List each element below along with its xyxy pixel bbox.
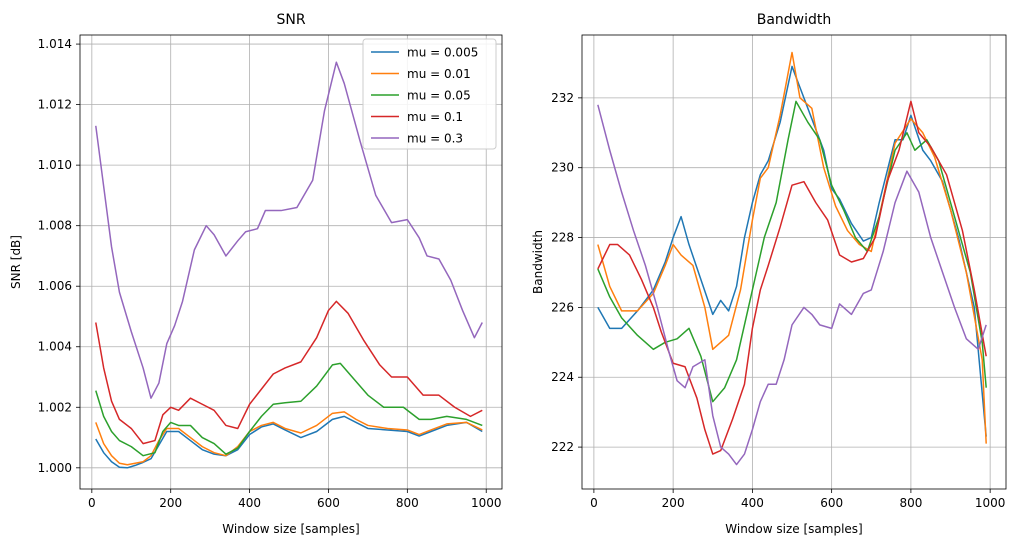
bw-ylabel: Bandwidth <box>531 230 545 294</box>
snr-title: SNR <box>276 12 305 28</box>
bw-series-line-5 <box>597 104 987 466</box>
bw-ytick-label: 228 <box>551 231 574 245</box>
bw-series-line-3 <box>597 100 987 403</box>
snr-xtick-label: 800 <box>396 496 419 510</box>
bw-title: Bandwidth <box>757 12 832 28</box>
snr-legend-label-3: mu = 0.05 <box>407 89 471 103</box>
snr-legend: mu = 0.005 mu = 0.01 mu = 0.05 mu = 0.1 mu =… <box>362 38 497 150</box>
bw-xtick-label: 200 <box>662 496 685 510</box>
snr-ylabel: SNR [dB] <box>9 235 23 289</box>
snr-xtick-label: 400 <box>238 496 261 510</box>
snr-ytick-label: 1.004 <box>38 340 72 354</box>
snr-xtick-label: 0 <box>88 496 96 510</box>
bw-axes-frame <box>581 34 1007 490</box>
snr-legend-label-1: mu = 0.005 <box>407 46 478 60</box>
bw-ytick-label: 226 <box>551 300 574 314</box>
bw-ytick-label: 222 <box>551 440 574 454</box>
snr-xtick-label: 1000 <box>471 496 502 510</box>
snr-ytick-label: 1.014 <box>38 37 72 51</box>
bw-series-line-1 <box>597 65 987 437</box>
snr-ytick-label: 1.002 <box>38 400 72 414</box>
bw-xtick-label: 1000 <box>975 496 1006 510</box>
bw-xtick-label: 0 <box>590 496 598 510</box>
snr-xtick-label: 200 <box>159 496 182 510</box>
snr-xtick-label: 600 <box>317 496 340 510</box>
snr-legend-label-5: mu = 0.3 <box>407 132 463 146</box>
snr-ytick-label: 1.000 <box>38 461 72 475</box>
bw-ytick-label: 232 <box>551 91 574 105</box>
bw-series-line-2 <box>597 51 987 444</box>
snr-xlabel: Window size [samples] <box>222 522 359 536</box>
bw-xtick-label: 400 <box>741 496 764 510</box>
snr-series-line-5 <box>95 61 483 399</box>
snr-axes-frame <box>79 34 503 490</box>
snr-ytick-label: 1.010 <box>38 158 72 172</box>
snr-legend-label-4: mu = 0.1 <box>407 110 463 124</box>
snr-ytick-label: 1.012 <box>38 98 72 112</box>
snr-ytick-label: 1.008 <box>38 219 72 233</box>
bw-xtick-label: 600 <box>820 496 843 510</box>
snr-legend-box <box>362 38 497 150</box>
snr-legend-label-2: mu = 0.01 <box>407 67 471 81</box>
snr-plot: 0 200 400 600 800 1000 1.000 1.002 1.004 1.006 1.0… <box>9 12 503 536</box>
snr-ytick-label: 1.006 <box>38 279 72 293</box>
snr-series-line-4 <box>95 300 483 445</box>
bw-plot: 0 200 400 600 800 1000 222 224 226 228 230 232 Bandw… <box>531 12 1007 536</box>
bw-xlabel: Window size [samples] <box>725 522 862 536</box>
bw-ytick-label: 230 <box>551 161 574 175</box>
bw-series-line-4 <box>597 100 987 455</box>
bw-xtick-label: 800 <box>899 496 922 510</box>
bw-ytick-label: 224 <box>551 370 574 384</box>
snr-series-line-1 <box>95 415 483 469</box>
snr-series-line-3 <box>95 362 483 457</box>
